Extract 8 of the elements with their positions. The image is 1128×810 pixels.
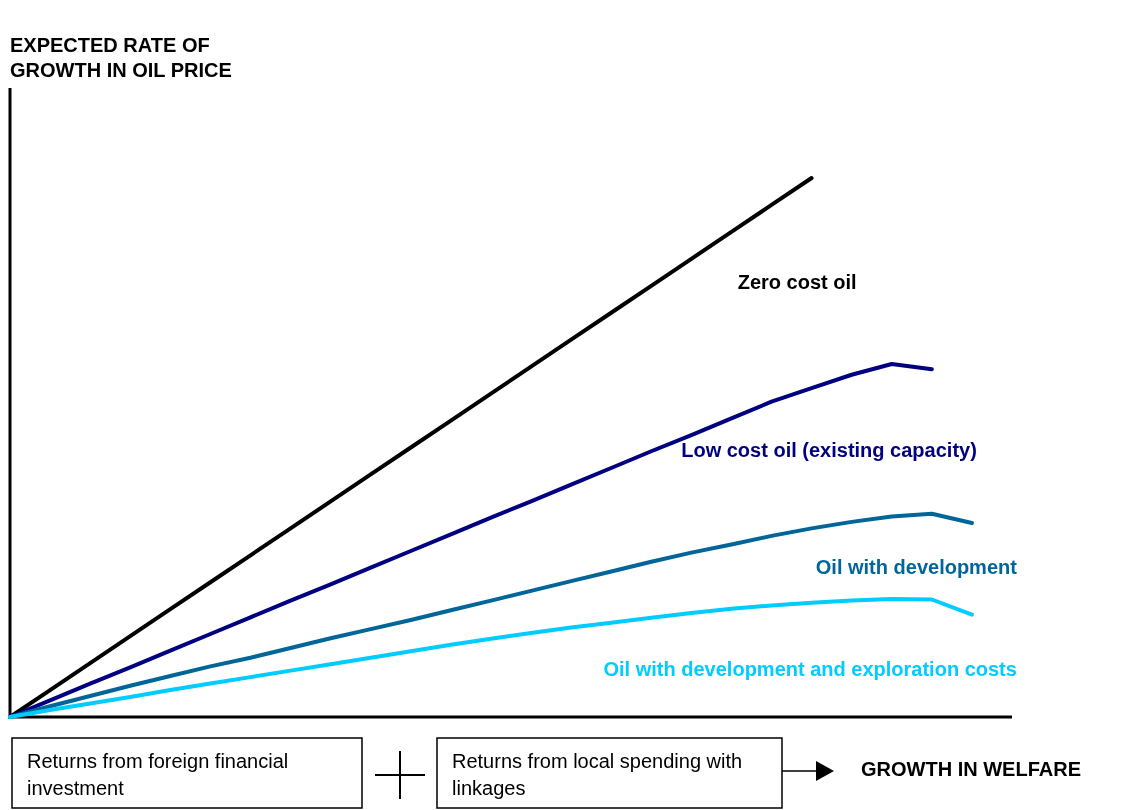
series-label: Oil with development [815, 556, 1018, 579]
series-label: Low cost oil (existing capacity) [681, 438, 977, 461]
series-label: Oil with development and exploration costs [603, 657, 1017, 680]
x-axis-title: GROWTH IN WELFARE [861, 758, 1081, 780]
series-label: Zero cost oil [737, 270, 857, 293]
y-axis-title: EXPECTED RATE OF GROWTH IN OIL PRICE [10, 34, 232, 81]
text: Returns from local spending with linkages [452, 750, 743, 799]
text: Returns from foreign financial investment [27, 750, 289, 799]
